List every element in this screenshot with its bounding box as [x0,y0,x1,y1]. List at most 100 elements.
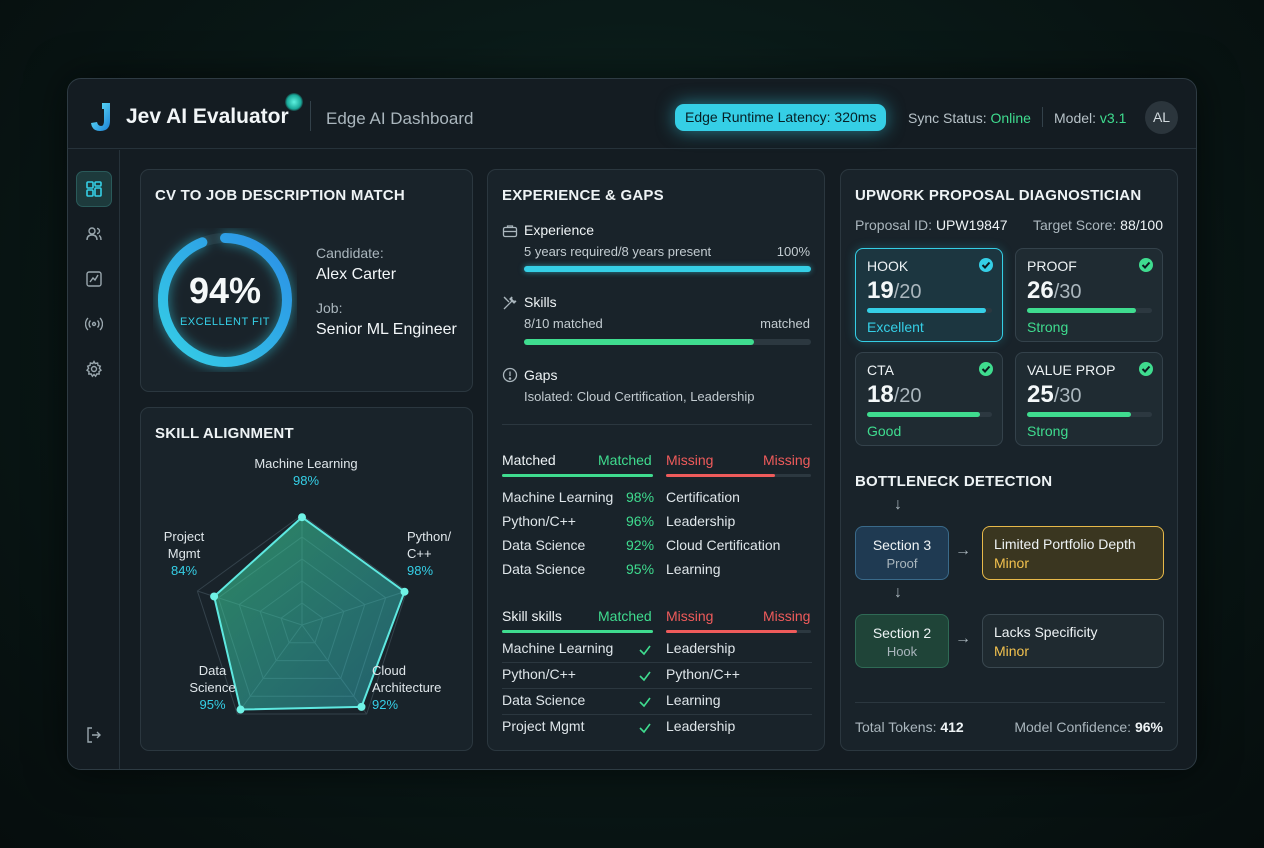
candidate-name: Alex Carter [316,266,397,283]
table-cell-pct: 98% [626,489,655,505]
model-version: Model: v3.1 [1054,110,1126,126]
radar-point [210,592,219,601]
node-title: Section 3 [872,537,932,553]
gear-icon [85,360,103,378]
matched-underline-2-fill [502,630,653,633]
page-subtitle: Edge AI Dashboard [326,109,474,128]
radar-point [400,587,409,596]
score-card-hook[interactable]: HOOK 19/20 Excellent [855,248,1003,342]
users-icon [86,227,102,241]
table-cell-missing: Leadership [666,718,736,734]
score-number: 18 [867,381,894,408]
score-number: 26 [1027,277,1054,304]
logout-icon [87,727,101,743]
score-name: HOOK [867,258,909,274]
experience-label: Experience [524,222,595,238]
score-bar-fill [867,308,986,313]
score-card-value-prop[interactable]: VALUE PROP 25/30 Strong [1015,352,1163,446]
missing-underline-2 [666,630,811,633]
gaps-label: Gaps [524,367,558,383]
radar-axis-name: Machine Learning [254,456,358,471]
user-avatar[interactable]: AL [1145,101,1178,134]
bottleneck-node-hook[interactable]: Section 2 Hook [855,614,949,668]
arrow-down-icon: ↓ [894,584,902,601]
score-bar-fill [867,412,980,417]
bottleneck-node-proof[interactable]: Section 3 Proof [855,526,949,580]
experience-bar-fill [524,266,811,272]
score-card-cta[interactable]: CTA 18/20 Good [855,352,1003,446]
table-row: Python/C++ [502,666,576,682]
experience-bar [524,266,811,272]
nav-analytics[interactable] [76,261,112,297]
app-window: Jev AI Evaluator Edge AI Dashboard Edge … [67,78,1197,770]
candidate-label: Candidate: [316,245,384,261]
upwork-card: UPWORK PROPOSAL DIAGNOSTICIAN Proposal I… [840,169,1178,751]
score-value: 25/30 [1027,381,1082,409]
radar-label-python: Python/ C++ 98% [407,528,467,579]
issue-severity: Minor [994,555,1030,571]
top-header: Jev AI Evaluator Edge AI Dashboard Edge … [68,79,1196,149]
skills-bar [524,339,811,345]
chart-icon [86,271,102,287]
matched-underline-2 [502,630,653,633]
score-card-proof[interactable]: PROOF 26/30 Strong [1015,248,1163,342]
ring-svg [158,233,292,367]
table-cell-pct: 95% [626,561,655,577]
model-value: v3.1 [1099,110,1127,126]
job-label: Job: [316,300,343,316]
bottleneck-issue-specificity[interactable]: Lacks Specificity Minor [982,614,1164,668]
nav-users[interactable] [76,216,112,252]
radar-label-pm: Project Mgmt 84% [159,528,209,579]
table-cell-missing: Certification [666,489,740,505]
radar-point [236,705,245,714]
check-circle-icon [1139,362,1153,376]
section-divider [502,424,812,425]
fit-score-value: 94% [188,270,262,311]
target-score-value: 88/100 [1120,217,1163,233]
radar-axis-name: Cloud Architecture [372,663,442,695]
bottleneck-issue-portfolio[interactable]: Limited Portfolio Depth Minor [982,526,1164,580]
matched-tag: Matched [598,452,652,468]
table-row: Data Science [502,561,586,577]
check-icon [639,723,651,734]
arrow-down-icon: ↓ [894,496,902,513]
sync-value: Online [990,110,1031,126]
score-name: VALUE PROP [1027,362,1116,378]
nav-settings[interactable] [76,351,112,387]
ai-spark-icon [285,93,303,111]
radar-axis-name: Python/ C++ [407,529,452,561]
check-icon [639,697,651,708]
table-cell-missing: Learning [666,692,721,708]
model-label: Model: [1054,110,1097,126]
total-tokens: Total Tokens: 412 [855,719,964,735]
arrow-right-icon: → [955,630,971,647]
table-cell-missing: Learning [666,561,721,577]
check-circle-icon [1139,258,1153,272]
upwork-title: UPWORK PROPOSAL DIAGNOSTICIAN [855,187,1142,204]
model-confidence: Model Confidence: 96% [1014,719,1163,735]
score-value: 19/20 [867,277,922,305]
missing-underline-fill [666,474,775,477]
score-name: PROOF [1027,258,1077,274]
check-icon [639,645,651,656]
jev-logo-icon [91,103,110,131]
missing-underline-2-fill [666,630,797,633]
table-row: Data Science [502,692,586,708]
table-cell-missing: Python/C++ [666,666,740,682]
radar-value-area [213,515,406,711]
info-icon [502,367,518,383]
nav-logout[interactable] [76,717,112,753]
sidebar [68,150,120,769]
gaps-detail: Isolated: Cloud Certification, Leadershi… [524,389,755,404]
briefcase-icon [502,225,518,238]
nav-dashboard[interactable] [76,171,112,207]
matched-tag-2: Matched [598,608,652,624]
nav-signal[interactable] [76,306,112,342]
skills-bar-fill [524,339,754,345]
row-divider [502,662,812,663]
score-max: /30 [1053,281,1082,303]
sync-status: Sync Status: Online [908,110,1031,126]
radar-label-ds: Data Science 95% [185,662,240,713]
score-bar [867,308,992,313]
check-circle-icon [979,258,993,272]
